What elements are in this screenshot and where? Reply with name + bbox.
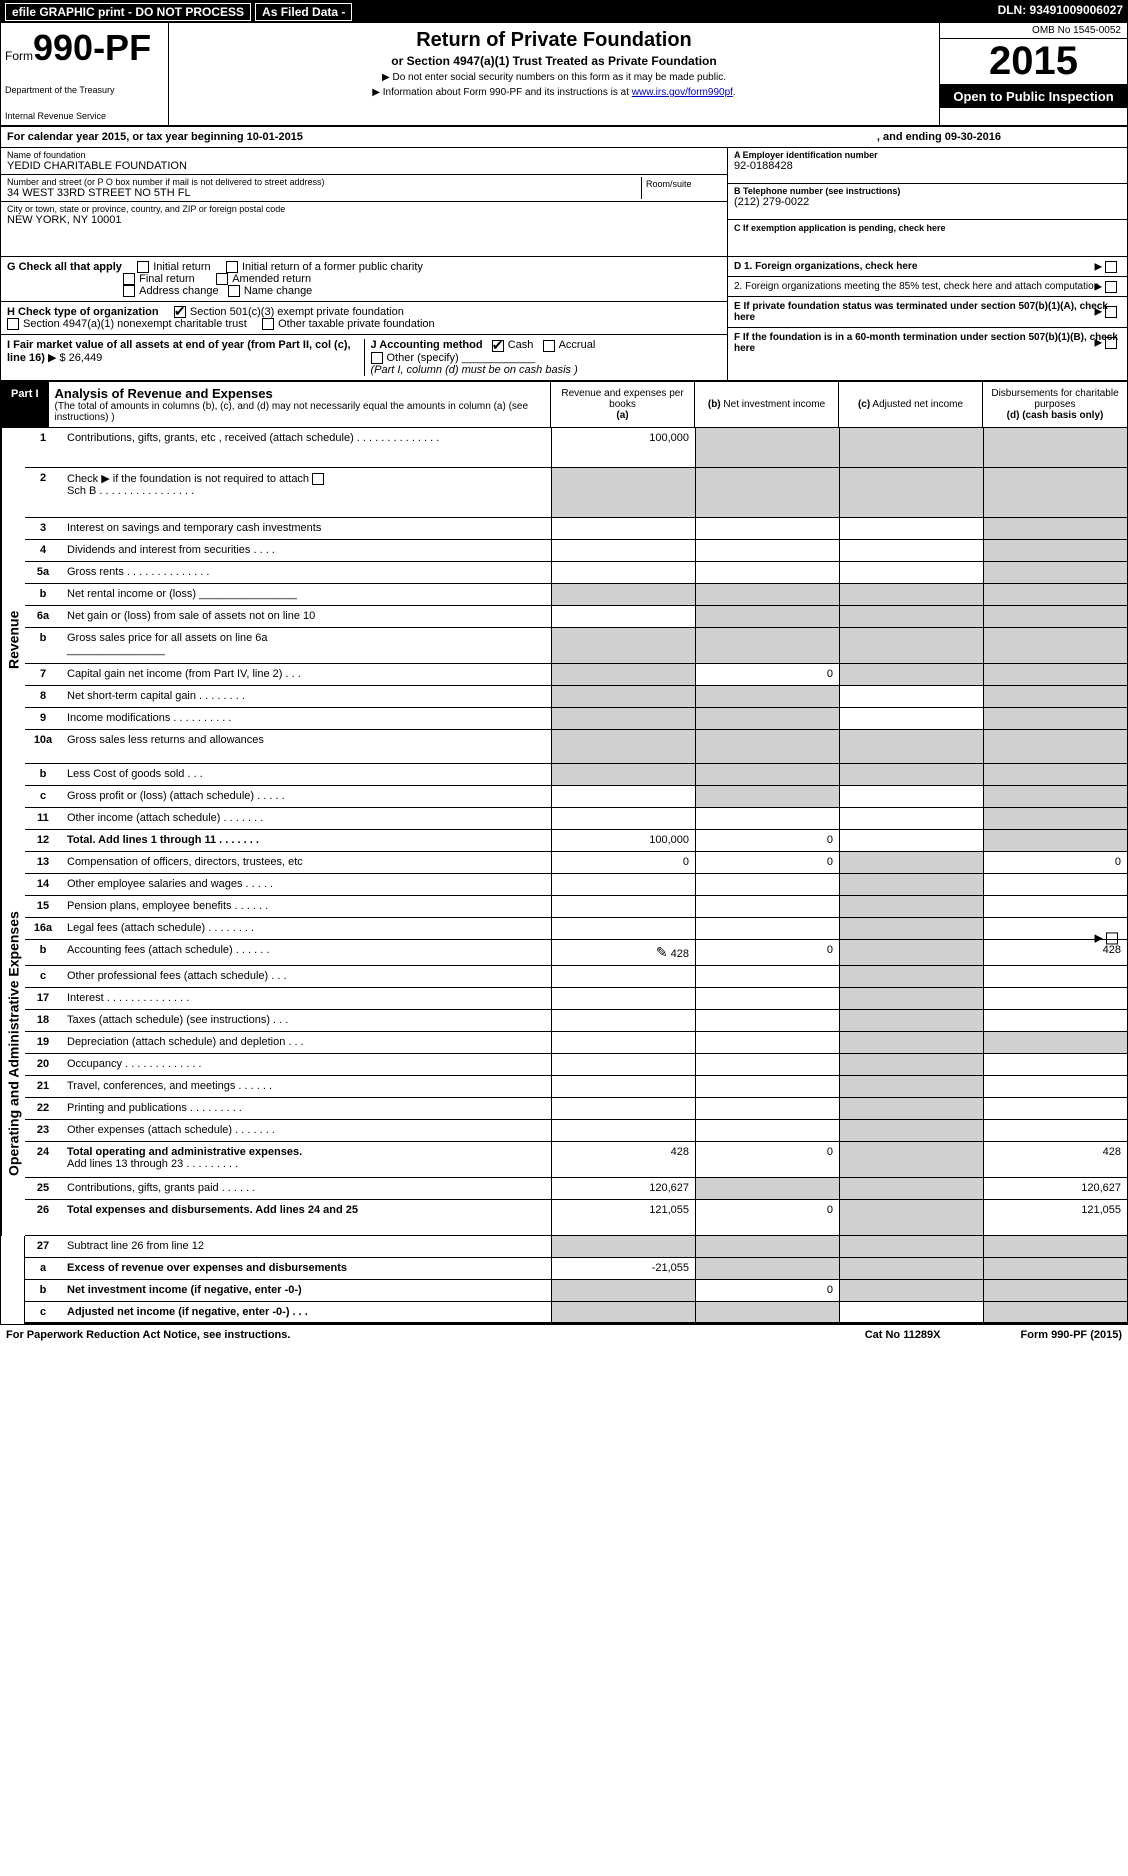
check-c[interactable] [1106, 933, 1118, 945]
f-cell: F If the foundation is in a 60-month ter… [728, 328, 1127, 358]
part1-title: Analysis of Revenue and Expenses (The to… [49, 382, 551, 427]
h-row: H Check type of organization Section 501… [1, 302, 727, 335]
form-title-block: Return of Private Foundation or Section … [169, 23, 939, 125]
ein-cell: A Employer identification number 92-0188… [728, 148, 1127, 184]
check-f[interactable] [1105, 337, 1117, 349]
col-d-header: Disbursements for charitable purposes(d)… [983, 382, 1127, 427]
check-address-change[interactable] [123, 285, 135, 297]
pencil-icon[interactable]: ✎ [656, 944, 668, 960]
phone-cell: B Telephone number (see instructions) (2… [728, 184, 1127, 220]
e-cell: E If private foundation status was termi… [728, 297, 1127, 328]
check-other-method[interactable] [371, 352, 383, 364]
room-suite: Room/suite [641, 177, 721, 199]
efile-dln: DLN: 93491009006027 [998, 3, 1123, 21]
revenue-side-label: Revenue [1, 428, 25, 852]
check-e[interactable] [1105, 306, 1117, 318]
check-schb[interactable] [312, 473, 324, 485]
efile-topbar: efile GRAPHIC print - DO NOT PROCESS As … [1, 1, 1127, 23]
check-501c3[interactable] [174, 306, 186, 318]
city-cell: City or town, state or province, country… [1, 202, 727, 228]
entity-info-block: Name of foundation YEDID CHARITABLE FOUN… [1, 148, 1127, 257]
check-name-change[interactable] [228, 285, 240, 297]
address-cell: Number and street (or P O box number if … [1, 175, 727, 202]
col-b-header: (b) Net investment income [695, 382, 839, 427]
form-number-block: Form990-PF Department of the Treasury In… [1, 23, 169, 125]
check-cash[interactable] [492, 340, 504, 352]
check-amended-return[interactable] [216, 273, 228, 285]
check-final-return[interactable] [123, 273, 135, 285]
form-990pf-page: efile GRAPHIC print - DO NOT PROCESS As … [0, 0, 1128, 1325]
check-initial-return[interactable] [137, 261, 149, 273]
check-4947a1[interactable] [7, 318, 19, 330]
g-row: G Check all that apply Initial return In… [1, 257, 727, 302]
col-c-header: (c) Adjusted net income [839, 382, 983, 427]
i-j-row: I Fair market value of all assets at end… [1, 335, 727, 379]
col-a-header: Revenue and expenses per books(a) [551, 382, 695, 427]
page-footer: For Paperwork Reduction Act Notice, see … [0, 1325, 1128, 1345]
part1-tag: Part I [1, 382, 49, 427]
checkbox-block: G Check all that apply Initial return In… [1, 257, 1127, 380]
expenses-side-label: Operating and Administrative Expenses [1, 852, 25, 1236]
check-accrual[interactable] [543, 340, 555, 352]
form-title: Return of Private Foundation [175, 29, 933, 52]
name-cell: Name of foundation YEDID CHARITABLE FOUN… [1, 148, 727, 175]
exemption-pending-cell: C If exemption application is pending, c… [728, 220, 1127, 256]
d2-cell: 2. Foreign organizations meeting the 85%… [728, 277, 1127, 297]
check-initial-former[interactable] [226, 261, 238, 273]
d1-cell: D 1. Foreign organizations, check here ▶ [728, 257, 1127, 277]
part1-header: Part I Analysis of Revenue and Expenses … [1, 380, 1127, 428]
check-d2[interactable] [1105, 281, 1117, 293]
efile-center: As Filed Data - [255, 3, 352, 21]
check-d1[interactable] [1105, 261, 1117, 273]
form-year-block: OMB No 1545-0052 2015 Open to Public Ins… [939, 23, 1127, 125]
calendar-year-row: For calendar year 2015, or tax year begi… [1, 127, 1127, 148]
irs-link[interactable]: www.irs.gov/form990pf [632, 87, 733, 98]
form-header: Form990-PF Department of the Treasury In… [1, 23, 1127, 127]
check-other-taxable[interactable] [262, 318, 274, 330]
efile-left: efile GRAPHIC print - DO NOT PROCESS [5, 3, 251, 21]
